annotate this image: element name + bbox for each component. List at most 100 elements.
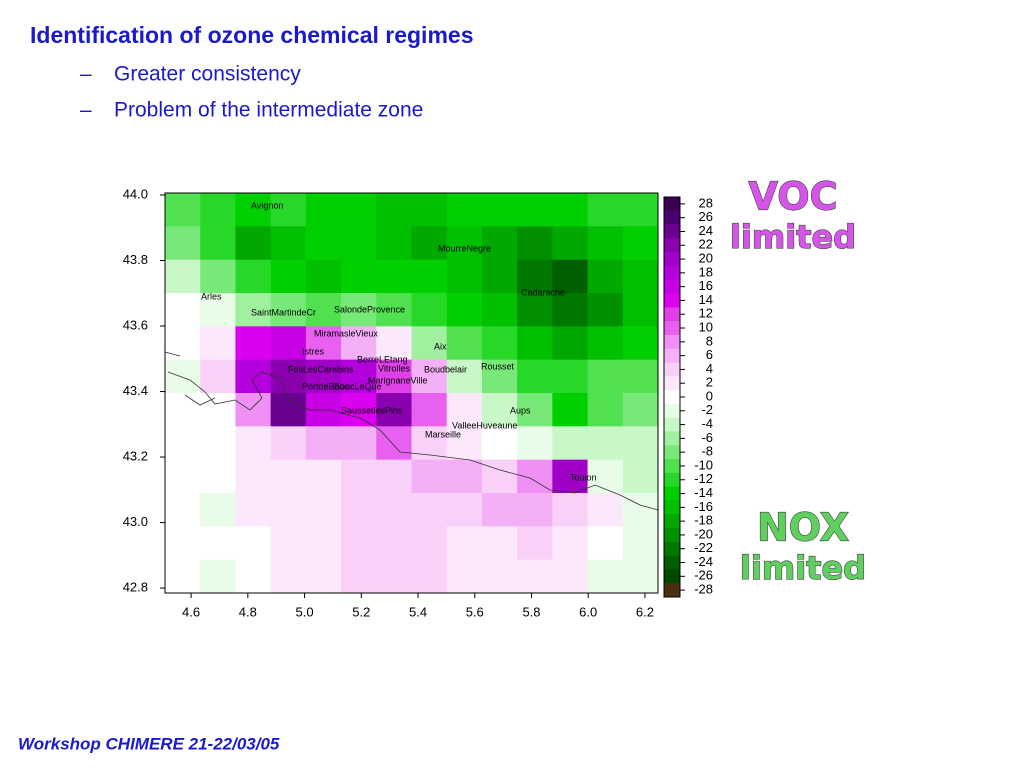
y-tick-label: 43.6	[123, 317, 148, 332]
heat-cell	[411, 493, 448, 527]
heat-cell	[481, 426, 518, 461]
heat-cell	[587, 393, 624, 427]
colorbar-label: -12	[694, 471, 713, 486]
heat-cell	[305, 559, 342, 594]
heat-cell	[376, 259, 412, 294]
heat-cell	[622, 493, 659, 527]
heat-cell	[270, 293, 307, 327]
heat-cell	[446, 259, 483, 294]
colorbar-swatch	[664, 293, 680, 308]
heat-cell	[552, 459, 589, 494]
colorbar-label: -2	[701, 402, 713, 417]
heat-cell	[341, 359, 377, 394]
heat-cell	[341, 259, 377, 294]
heat-cell	[552, 359, 589, 394]
colorbar-swatch	[664, 417, 680, 432]
heat-cell	[235, 326, 272, 361]
heat-cell	[622, 559, 659, 594]
heat-cell	[411, 326, 448, 361]
heat-cell	[446, 393, 483, 427]
colorbar-swatch	[664, 472, 680, 487]
colorbar-swatch	[664, 210, 680, 225]
heat-cell	[341, 426, 377, 461]
colorbar-swatch	[664, 238, 680, 253]
heat-cell	[411, 393, 448, 427]
heat-cell	[552, 493, 589, 527]
heat-cell	[165, 393, 201, 427]
heat-cell	[481, 193, 518, 227]
colorbar-label: -14	[694, 485, 713, 500]
heat-cell	[305, 326, 342, 361]
x-tick-label: 5.0	[296, 604, 314, 619]
colorbar-label: 12	[699, 306, 713, 321]
heat-cell	[270, 226, 307, 261]
heat-cell	[200, 226, 236, 261]
heat-cell	[235, 293, 272, 327]
heat-cell	[587, 193, 624, 227]
heat-cell	[552, 526, 589, 561]
colorbar-frame	[663, 196, 681, 598]
heat-cell	[341, 326, 377, 361]
heat-cell	[411, 526, 448, 561]
heat-cell	[341, 459, 377, 494]
heat-cell	[235, 393, 272, 427]
colorbar-label: 16	[699, 278, 713, 293]
bullet: Greater consistency	[114, 63, 301, 86]
heat-cell	[305, 426, 342, 461]
heat-cell	[376, 493, 412, 527]
map: 4.6 4.8 5.0 5.2 5.4 5.6 5.8 6.0 6.2 44.0 43.8 43.6 4…	[123, 186, 713, 619]
heat-cell	[200, 493, 236, 527]
heat-cell	[517, 426, 553, 461]
colorbar-label: -20	[694, 526, 713, 541]
heat-cell	[622, 359, 659, 394]
heat-cell	[200, 193, 236, 227]
heat-cell	[552, 259, 589, 294]
heat-cell	[200, 259, 236, 294]
heat-cell	[622, 226, 659, 261]
heat-cell	[411, 359, 448, 394]
heat-cell	[270, 459, 307, 494]
colorbar-label: -28	[694, 582, 713, 597]
colorbar-swatch	[664, 390, 680, 405]
heat-cell	[200, 326, 236, 361]
place-label: Istres	[302, 346, 325, 356]
colorbar-label: 10	[699, 319, 713, 334]
x-tick-label: 4.6	[182, 604, 200, 619]
place-label: Cadarache	[521, 287, 565, 297]
heat-cell	[376, 459, 412, 494]
heat-cell	[376, 326, 412, 361]
colorbar-swatch	[664, 224, 680, 239]
place-label: Boudbelair	[424, 364, 467, 374]
heat-cell	[270, 326, 307, 361]
colorbar-label: -4	[701, 416, 713, 431]
heat-cell	[481, 359, 518, 394]
heat-cell	[376, 526, 412, 561]
colorbar-swatch	[664, 528, 680, 543]
voc-annotation: limited	[730, 218, 856, 256]
heat-cell	[165, 493, 201, 527]
place-label: BerreLEtang	[357, 354, 408, 364]
heat-cell	[481, 493, 518, 527]
colorbar-swatch	[664, 486, 680, 501]
heat-cell	[481, 259, 518, 294]
x-tick-label: 5.2	[352, 604, 370, 619]
place-label: Aups	[510, 405, 531, 415]
place-label: Toulon	[570, 472, 597, 482]
colorbar-swatch	[664, 514, 680, 529]
heat-cell	[235, 193, 272, 227]
colorbar-label: 8	[706, 333, 713, 348]
place-label: Rousset	[481, 361, 515, 371]
heat-cell	[552, 393, 589, 427]
heat-cell	[341, 526, 377, 561]
heat-cell	[376, 559, 412, 594]
colorbar-label: 18	[699, 264, 713, 279]
colorbar-swatch	[664, 583, 680, 598]
heat-cell	[411, 226, 448, 261]
heat-cell	[376, 359, 412, 394]
heat-cell	[235, 459, 272, 494]
heat-cell	[552, 326, 589, 361]
heat-cell	[411, 293, 448, 327]
heat-cell	[305, 526, 342, 561]
heat-cell	[270, 193, 307, 227]
heat-cell	[481, 293, 518, 327]
